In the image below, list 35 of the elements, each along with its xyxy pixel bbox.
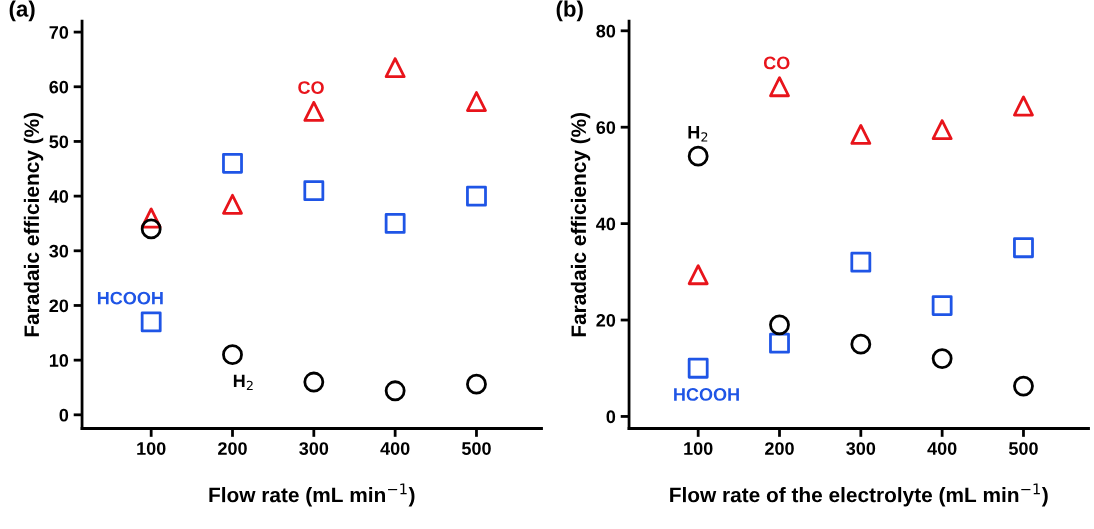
x-tick-label: 300 [299,442,329,455]
y-tick-label: 40 [49,190,69,203]
y-tick-label: 60 [596,121,616,134]
x-axis-title: Flow rate (mL min$^{−1}$) [209,483,415,507]
series-label: HCOOH [674,388,739,401]
series-label: CO [763,56,790,70]
y-tick-label: 80 [596,24,616,38]
y-tick-label: 10 [49,354,69,367]
series-label: CO [298,81,324,94]
x-tick-label: 100 [684,442,713,455]
y-tick-label: 70 [49,26,69,39]
y-tick-label: 0 [606,410,616,424]
y-tick-label: 20 [49,299,69,313]
y-axis-title: Faradaic efficiency (%) [23,112,44,337]
y-tick-label: 0 [59,408,69,422]
series-label: H$_{2}$ [688,126,708,142]
chart-title: (b) [556,0,583,22]
x-axis-title: Flow rate of the electrolyte (mL min$^{−1}$) [670,483,1048,507]
y-axis-title: Faradaic efficiency (%) [570,112,591,337]
y-tick-label: 50 [49,135,69,149]
x-tick-label: 400 [927,442,957,455]
chart-title: (a) [9,0,35,22]
x-tick-label: 500 [461,442,491,455]
x-tick-label: 200 [218,442,247,455]
x-tick-label: 500 [1008,442,1038,455]
series-label: HCOOH [97,291,163,305]
x-tick-label: 200 [765,442,794,455]
series-label: H$_{2}$ [233,374,253,391]
x-tick-label: 100 [137,442,166,455]
x-tick-label: 300 [846,442,876,455]
y-tick-label: 20 [596,313,616,327]
y-tick-label: 40 [596,217,616,231]
y-tick-label: 60 [49,80,69,94]
x-tick-label: 400 [380,442,410,455]
y-tick-label: 30 [49,244,69,258]
